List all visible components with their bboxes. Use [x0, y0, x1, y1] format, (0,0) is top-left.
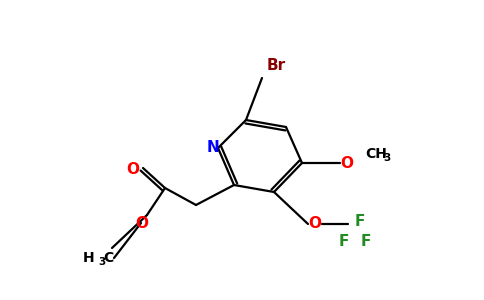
Text: H: H: [82, 251, 94, 265]
Text: C: C: [104, 251, 114, 265]
Text: O: O: [136, 215, 149, 230]
Text: Br: Br: [266, 58, 286, 74]
Text: N: N: [207, 140, 219, 155]
Text: F: F: [355, 214, 365, 230]
Text: 3: 3: [383, 153, 390, 163]
Text: O: O: [126, 161, 139, 176]
Text: CH: CH: [365, 147, 387, 161]
Text: O: O: [341, 155, 353, 170]
Text: 3: 3: [99, 257, 106, 267]
Text: F: F: [361, 235, 371, 250]
Text: F: F: [339, 235, 349, 250]
Text: O: O: [308, 217, 321, 232]
